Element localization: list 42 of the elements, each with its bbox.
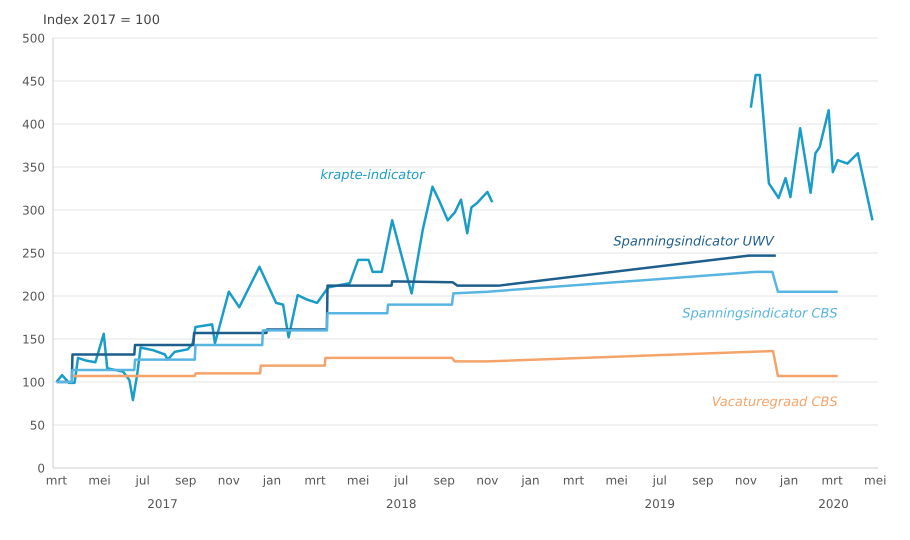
line-series [72,350,839,378]
y-tick-label: 350 [22,160,45,174]
x-tick-label: mrt [821,474,844,488]
x-tick-label: mei [605,474,628,488]
x-tick-label: mei [88,474,111,488]
x-tick-label: sep [692,474,714,488]
x-tick-label: mrt [304,474,326,488]
text: 2019 [644,497,676,511]
y-tick-label: 150 [22,332,45,346]
x-tick-label: jul [134,474,150,488]
x-tick-label: nov [476,474,498,488]
x-tick-label: jan [262,474,282,488]
y-axis-title: Index 2017 = 100 [43,13,160,28]
x-tick-label: jan [778,474,798,488]
x-tick-label: mei [346,474,370,488]
series-label: Vacaturegraad CBS [712,394,838,410]
text: 2018 [386,497,416,511]
x-tick-label: jul [652,474,667,488]
y-tick-label: 400 [22,117,45,132]
x-tick-label: jul [393,474,408,488]
x-tick-label: jan [520,474,540,488]
text: 2020 [818,497,849,511]
line-series [55,270,839,384]
series-label: Spanningsindicator UWV [613,234,775,250]
y-tick-label: 100 [22,375,45,390]
x-tick-label: nov [218,474,240,488]
x-tick-label: sep [175,474,196,488]
y-tick-label: 300 [22,203,45,218]
series-label: krapte-indicator [320,168,426,183]
x-tick-label: mei [864,474,886,488]
x-tick-label: mrt [562,474,585,488]
y-tick-label: 250 [22,246,45,260]
y-tick-label: 0 [37,461,45,476]
y-tick-label: 200 [22,289,45,304]
text: 2017 [147,497,178,511]
series-label: Spanningsindicator CBS [682,306,838,322]
x-tick-label: sep [434,474,455,488]
x-tick-label: mrt [46,474,68,488]
y-tick-label: 500 [22,31,45,46]
y-tick-label: 50 [30,418,45,432]
y-tick-label: 450 [22,74,45,88]
x-tick-label: nov [734,474,757,488]
